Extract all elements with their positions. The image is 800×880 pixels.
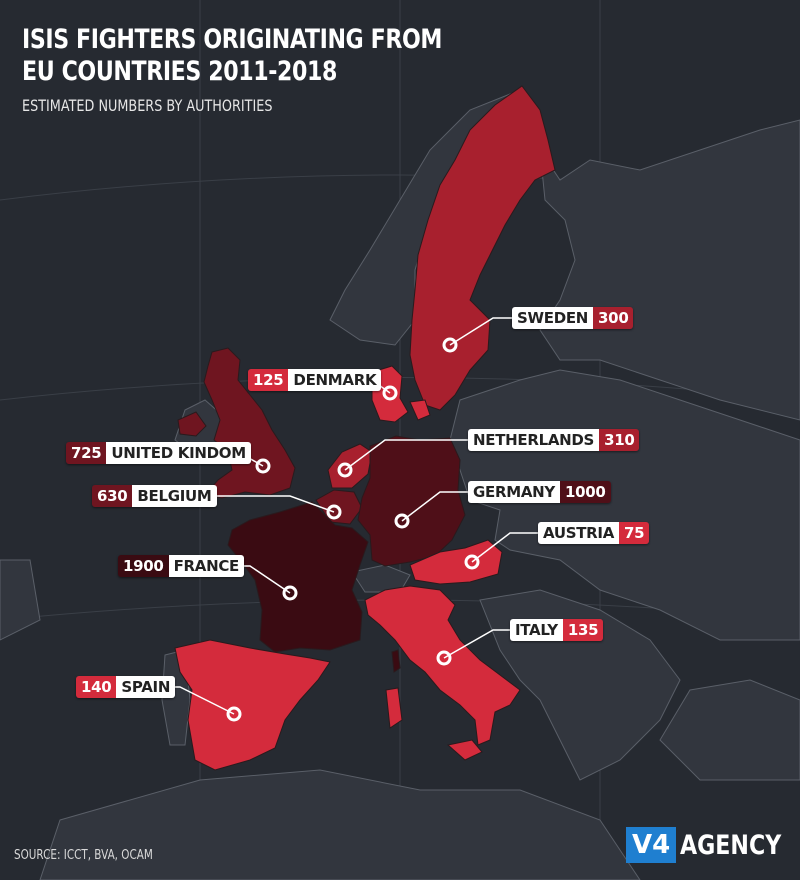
label-france-value: 1900 <box>118 555 169 577</box>
marker-germany[interactable] <box>394 513 410 529</box>
label-united-kingdom-name: UNITED KINDOM <box>106 442 251 464</box>
country-denmark[interactable] <box>371 365 431 423</box>
marker-france[interactable] <box>282 585 298 601</box>
label-italy-name: ITALY <box>510 619 563 641</box>
label-belgium[interactable]: 630 BELGIUM <box>92 485 217 507</box>
country-sweden[interactable] <box>409 85 556 411</box>
title: ISIS FIGHTERS ORIGINATING FROM EU COUNTR… <box>22 24 442 88</box>
marker-austria[interactable] <box>464 554 480 570</box>
label-spain[interactable]: 140 SPAIN <box>76 676 176 698</box>
country-germany[interactable] <box>357 435 466 567</box>
label-spain-name: SPAIN <box>116 676 176 698</box>
markers <box>226 337 480 722</box>
country-corsica <box>391 649 401 673</box>
marker-italy[interactable] <box>436 650 452 666</box>
label-united-kingdom[interactable]: 725 UNITED KINDOM <box>66 442 251 464</box>
label-germany-name: GERMANY <box>468 481 560 503</box>
label-united-kingdom-value: 725 <box>66 442 107 464</box>
marker-belgium[interactable] <box>326 504 342 520</box>
logo-v4-box: V4 <box>626 827 677 863</box>
title-line-1: ISIS FIGHTERS ORIGINATING FROM <box>22 24 443 55</box>
label-germany-value: 1000 <box>559 481 611 503</box>
label-austria-value: 75 <box>619 522 650 544</box>
label-denmark-value: 125 <box>248 369 289 391</box>
country-sardinia <box>385 687 403 729</box>
v4-agency-logo: V4 AGENCY <box>626 826 800 864</box>
label-netherlands-name: NETHERLANDS <box>468 429 600 451</box>
country-italy[interactable] <box>364 585 521 746</box>
marker-spain[interactable] <box>226 706 242 722</box>
label-italy[interactable]: ITALY 135 <box>510 619 604 641</box>
label-netherlands[interactable]: NETHERLANDS 310 <box>468 429 640 451</box>
label-austria[interactable]: AUSTRIA 75 <box>538 522 650 544</box>
marker-denmark[interactable] <box>382 385 398 401</box>
label-belgium-name: BELGIUM <box>132 485 217 507</box>
marker-netherlands[interactable] <box>337 462 353 478</box>
label-sweden-name: SWEDEN <box>512 307 594 329</box>
subtitle: ESTIMATED NUMBERS BY AUTHORITIES <box>22 96 273 115</box>
label-sweden[interactable]: SWEDEN 300 <box>512 307 634 329</box>
country-united-kingdom[interactable] <box>203 347 296 499</box>
label-denmark-name: DENMARK <box>288 369 382 391</box>
label-netherlands-value: 310 <box>599 429 640 451</box>
label-spain-value: 140 <box>76 676 117 698</box>
data-countries <box>174 85 556 771</box>
country-france[interactable] <box>227 501 369 653</box>
country-northern-ireland <box>177 411 207 437</box>
label-italy-value: 135 <box>562 619 604 641</box>
label-denmark[interactable]: 125 DENMARK <box>248 369 382 391</box>
source-note: SOURCE: ICCT, BVA, OCAM <box>14 848 153 863</box>
marker-united-kingdom[interactable] <box>255 458 271 474</box>
label-france[interactable]: 1900 FRANCE <box>118 555 244 577</box>
label-germany[interactable]: GERMANY 1000 <box>468 481 611 503</box>
country-sicily <box>446 739 483 761</box>
label-austria-name: AUSTRIA <box>538 522 620 544</box>
country-austria[interactable] <box>409 539 503 585</box>
label-france-name: FRANCE <box>168 555 244 577</box>
label-sweden-value: 300 <box>593 307 634 329</box>
title-line-2: EU COUNTRIES 2011-2018 <box>22 56 337 87</box>
country-spain[interactable] <box>174 639 331 771</box>
logo-agency-word: AGENCY <box>680 829 782 861</box>
marker-sweden[interactable] <box>442 337 458 353</box>
label-belgium-value: 630 <box>92 485 133 507</box>
